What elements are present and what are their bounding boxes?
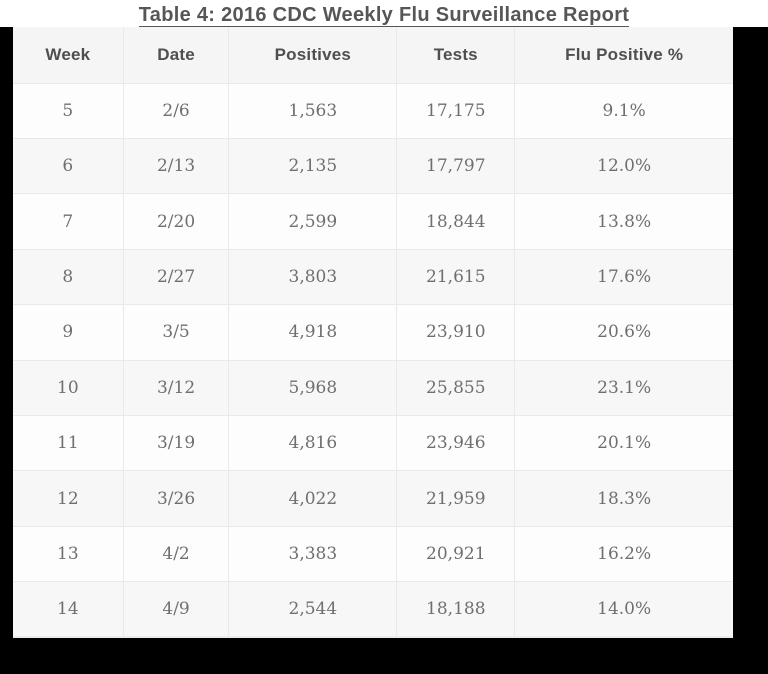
cell-tests: 23,910 (396, 304, 515, 361)
cell-date: 2/27 (122, 249, 229, 305)
flu-surveillance-table: Week Date Positives Tests Flu Positive %… (13, 27, 733, 638)
cell-tests: 17,175 (396, 83, 515, 139)
col-header-positives: Positives (228, 27, 397, 83)
cell-tests: 23,946 (396, 415, 515, 471)
table-row: 6 2/13 2,135 17,797 12.0% (13, 138, 733, 194)
cell-date: 3/12 (122, 360, 229, 416)
cell-flu-positive-pct: 20.6% (514, 304, 733, 361)
table-body: 5 2/6 1,563 17,175 9.1% 6 2/13 2,135 17,797 12.0%… (13, 83, 733, 636)
cell-week: 11 (57, 433, 79, 454)
cell-positives: 2,135 (228, 138, 397, 194)
cell-tests: 17,797 (396, 138, 515, 194)
cell-positives: 4,022 (228, 470, 397, 527)
cell-flu-positive-pct: 9.1% (514, 83, 733, 139)
cell-tests: 18,188 (396, 581, 515, 636)
cell-positives: 2,599 (228, 193, 397, 250)
cell-positives: 3,383 (228, 526, 397, 582)
cell-flu-positive-pct: 13.8% (514, 193, 733, 250)
cell-week: 9 (62, 322, 74, 343)
cell-positives: 4,816 (228, 415, 397, 471)
cell-positives: 1,563 (228, 83, 397, 139)
table-row: 7 2/20 2,599 18,844 13.8% (13, 193, 733, 250)
cell-flu-positive-pct: 23.1% (514, 360, 733, 416)
cell-week: 14 (57, 599, 79, 620)
col-header-flu-positive-pct: Flu Positive % (514, 27, 733, 83)
cell-date: 4/9 (122, 581, 229, 636)
cell-date: 2/13 (122, 138, 229, 194)
table-row: 5 2/6 1,563 17,175 9.1% (13, 83, 733, 139)
cell-tests: 21,959 (396, 470, 515, 527)
cell-flu-positive-pct: 12.0% (514, 138, 733, 194)
table-row: 11 3/19 4,816 23,946 20.1% (13, 415, 733, 471)
cell-flu-positive-pct: 18.3% (514, 470, 733, 527)
cell-tests: 21,615 (396, 249, 515, 305)
cell-date: 4/2 (122, 526, 229, 582)
col-header-date: Date (122, 27, 229, 83)
table-row: 13 4/2 3,383 20,921 16.2% (13, 526, 733, 582)
table-row: 14 4/9 2,544 18,188 14.0% (13, 581, 733, 636)
cell-date: 3/26 (122, 470, 229, 527)
header-row: Week Date Positives Tests Flu Positive % (13, 27, 733, 83)
cell-flu-positive-pct: 17.6% (514, 249, 733, 305)
cell-tests: 25,855 (396, 360, 515, 416)
cell-date: 3/5 (122, 304, 229, 361)
table-row: 8 2/27 3,803 21,615 17.6% (13, 249, 733, 305)
col-header-week: Week (45, 44, 91, 64)
cell-tests: 18,844 (396, 193, 515, 250)
table-row: 9 3/5 4,918 23,910 20.6% (13, 304, 733, 361)
cell-week: 8 (62, 266, 74, 287)
cell-tests: 20,921 (396, 526, 515, 582)
cell-flu-positive-pct: 20.1% (514, 415, 733, 471)
cell-week: 10 (57, 377, 79, 398)
cell-week: 5 (62, 100, 74, 121)
data-table: Week Date Positives Tests Flu Positive %… (13, 27, 733, 636)
cell-week: 12 (57, 488, 79, 509)
cell-positives: 5,968 (228, 360, 397, 416)
cell-date: 3/19 (122, 415, 229, 471)
cell-date: 2/20 (122, 193, 229, 250)
cell-flu-positive-pct: 14.0% (514, 581, 733, 636)
cell-positives: 4,918 (228, 304, 397, 361)
table-row: 12 3/26 4,022 21,959 18.3% (13, 470, 733, 527)
title-band: Table 4: 2016 CDC Weekly Flu Surveillanc… (0, 0, 768, 28)
cell-week: 13 (57, 544, 79, 565)
table-row: 10 3/12 5,968 25,855 23.1% (13, 360, 733, 416)
cell-week: 6 (62, 156, 74, 177)
cell-flu-positive-pct: 16.2% (514, 526, 733, 582)
cell-week: 7 (62, 211, 74, 232)
cell-date: 2/6 (122, 83, 229, 139)
col-header-tests: Tests (396, 27, 515, 83)
cell-positives: 3,803 (228, 249, 397, 305)
page-title: Table 4: 2016 CDC Weekly Flu Surveillanc… (138, 3, 630, 28)
cell-positives: 2,544 (228, 581, 397, 636)
